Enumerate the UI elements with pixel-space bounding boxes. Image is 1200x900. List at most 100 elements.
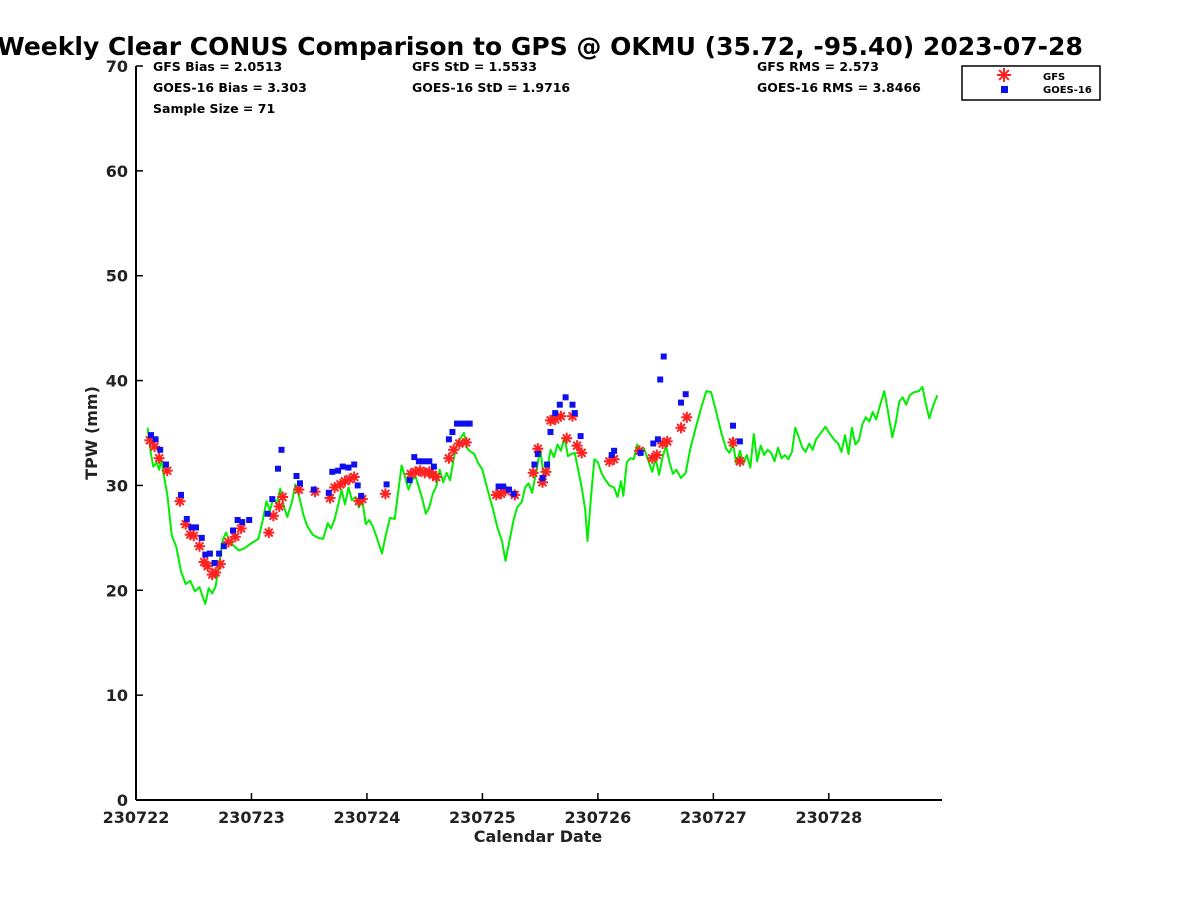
goes16-point [420,458,427,465]
goes16-point [264,510,271,517]
goes16-point [430,463,437,470]
goes16-point [531,461,538,468]
gfs-point [194,540,205,552]
goes16-point [278,446,285,453]
goes16-point [544,461,551,468]
gfs-point [348,471,360,483]
gfs-point [267,510,279,522]
goes16-point [269,496,276,503]
y-tick-label: 20 [106,581,128,600]
gfs-point [527,467,539,479]
goes16-point [569,401,576,408]
goes16-point [383,481,390,488]
goes16-point [220,543,227,550]
chart-title: Weekly Clear CONUS Comparison to GPS @ O… [0,32,1083,61]
y-axis-label: TPW (mm) [82,386,101,480]
goes16-point [449,429,456,435]
gfs-point [727,436,739,448]
goes16-point [495,483,502,490]
gfs-point [661,435,673,447]
gfs-point [651,449,663,461]
goes16-point [556,401,563,408]
goes16-point [354,482,361,489]
gfs-point [734,455,746,467]
gfs-point [681,411,693,423]
goes16-point [445,436,452,443]
y-tick-label: 40 [106,372,128,391]
gfs-point [379,488,391,500]
goes16-point [246,517,253,523]
goes16-point [510,490,517,497]
gfs-point [263,527,275,539]
goes16-point [163,461,169,468]
gfs-point [460,436,472,448]
gfs-point [453,438,465,449]
x-tick-label: 230723 [218,808,285,827]
gfs-point [277,491,289,503]
legend-gfs-asterisk [997,68,1011,82]
stat-sample-size: Sample Size = 71 [153,101,275,116]
goes16-point [678,399,684,406]
goes16-point [310,486,317,493]
goes16-point [329,468,336,475]
stat-goes-std: GOES-16 StD = 1.9716 [412,80,570,95]
stat-goes-bias: GOES-16 Bias = 3.303 [153,80,307,95]
ticks: 0 10 20 30 40 50 60 70 230722 230723 230724 230725 2… [103,57,863,827]
goes16-point [454,420,460,427]
x-tick-label: 230728 [795,808,862,827]
goes16-point [552,410,559,417]
legend-box [961,65,1101,101]
stat-gfs-std: GFS StD = 1.5533 [412,59,537,74]
goes16-point [351,461,358,468]
legend: GFS GOES-16 [961,65,1101,101]
gfs-point [161,465,173,477]
legend-goes-label: GOES-16 [1043,85,1092,96]
goes16-point [539,475,546,482]
y-tick-label: 70 [106,57,128,76]
goes16-point [178,491,184,498]
goes16-point [547,429,554,435]
gfs-point [540,466,552,478]
goes16-point [198,534,205,541]
goes16-point [458,420,465,427]
goes16-point [577,433,584,440]
x-tick-label: 230725 [449,808,516,827]
y-tick-label: 10 [106,686,128,705]
gfs-point [571,440,583,452]
x-tick-label: 230727 [680,808,747,827]
goes16-point [611,447,618,454]
goes16-point [239,519,246,526]
goes16-point [660,353,667,360]
gfs-point [576,447,588,459]
goes16-point [345,464,352,471]
goes16-point [650,440,657,447]
x-tick-label: 230726 [564,808,631,827]
gfs-point [555,410,567,422]
gfs-point [188,530,200,542]
goes16-point [297,480,303,487]
goes16-point [682,391,689,398]
goes16-point [148,432,154,439]
goes16-point [188,524,195,531]
y-tick-label: 60 [106,162,128,181]
goes16-point [275,465,281,472]
legend-gfs-marker [997,68,1011,82]
goes16-point [325,489,332,496]
goes16-point [415,458,422,465]
gps-tpw-line [146,385,939,605]
gfs-point [675,422,687,434]
x-axis-label: Calendar Date [474,827,603,846]
goes16-point [339,463,346,470]
y-tick-label: 30 [106,476,128,495]
goes16-point [358,492,365,499]
goes16-point [206,550,213,557]
goes16-point [466,420,473,427]
goes16-point [534,451,541,457]
goes16-point [335,467,342,474]
gfs-point [229,531,241,543]
x-tick-label: 230722 [103,808,170,827]
goes16-point [211,560,218,566]
goes16-point [152,436,159,443]
goes16-point [216,550,223,557]
